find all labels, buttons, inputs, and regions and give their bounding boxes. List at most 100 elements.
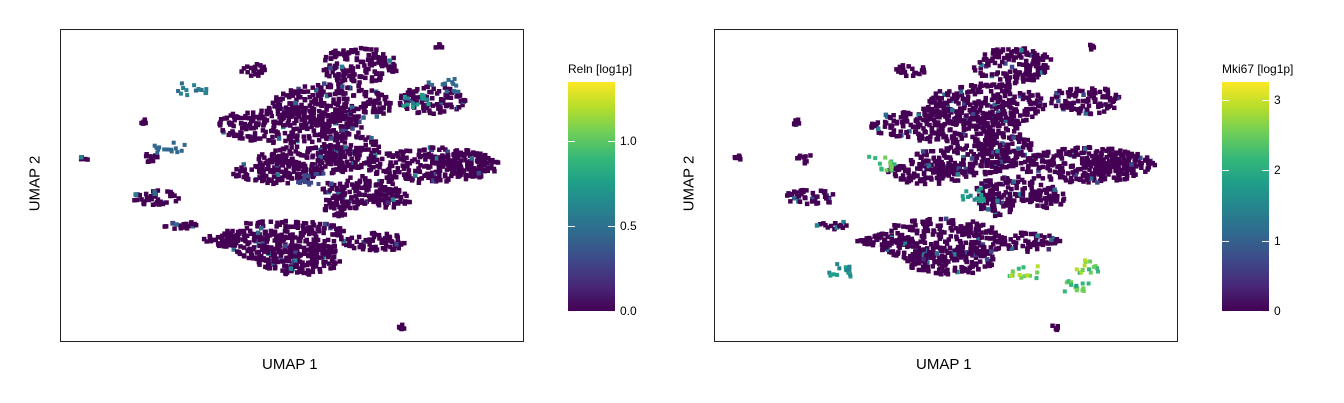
cell-point — [1000, 121, 1006, 126]
cell-point — [220, 242, 226, 247]
cell-point — [1019, 197, 1024, 202]
highlight-point — [440, 82, 445, 87]
cell-point — [995, 92, 1000, 97]
cell-point — [430, 96, 435, 101]
cell-point — [1073, 92, 1079, 97]
cell-point — [1005, 53, 1010, 58]
cell-point — [971, 152, 976, 157]
cell-point — [142, 199, 147, 204]
cell-point — [337, 259, 342, 264]
highlight-point — [444, 89, 449, 94]
cell-point — [292, 224, 297, 229]
cell-point — [913, 255, 919, 260]
cell-point — [969, 260, 974, 265]
cell-point — [280, 159, 286, 165]
cell-point — [966, 233, 972, 239]
cell-point — [1108, 151, 1114, 157]
cell-point — [937, 89, 943, 94]
cell-point — [946, 170, 952, 175]
cell-point — [921, 159, 926, 164]
cell-point — [1113, 158, 1119, 163]
cell-point — [344, 159, 350, 164]
cell-point — [457, 173, 462, 179]
cell-point — [962, 118, 967, 123]
cell-point — [363, 75, 368, 81]
cell-point — [264, 111, 269, 117]
cell-point — [438, 177, 443, 183]
cell-point — [939, 272, 944, 277]
cell-point — [883, 120, 889, 126]
cell-point — [369, 75, 375, 80]
cell-point — [286, 164, 291, 169]
cell-point — [401, 158, 406, 163]
cell-point — [357, 80, 362, 85]
cell-point — [188, 221, 193, 227]
cell-point — [963, 268, 969, 273]
cell-point — [891, 118, 896, 123]
cell-point — [1005, 142, 1011, 147]
cell-point — [1052, 169, 1058, 175]
cell-point — [815, 194, 820, 199]
cell-point — [454, 94, 459, 99]
cell-point — [1005, 76, 1010, 82]
cell-point — [915, 166, 920, 171]
cell-point — [409, 178, 415, 183]
highlight-point — [155, 150, 160, 155]
cell-point — [797, 153, 803, 159]
cell-point — [1113, 92, 1119, 98]
cell-point — [994, 160, 999, 165]
cell-point — [335, 233, 341, 238]
cell-point — [940, 257, 946, 263]
cell-point — [370, 142, 376, 147]
cell-point — [1013, 55, 1018, 60]
cell-point — [298, 269, 303, 274]
highlight-point — [1083, 258, 1087, 263]
cell-point — [239, 69, 244, 74]
cell-point — [369, 47, 374, 52]
cell-point — [935, 95, 941, 101]
cell-point — [987, 115, 992, 121]
cell-point — [1090, 86, 1095, 91]
highlight-point — [981, 196, 986, 201]
cell-point — [399, 325, 404, 331]
cell-point — [951, 92, 957, 98]
cell-point — [1022, 46, 1028, 51]
cell-point — [906, 64, 911, 69]
cell-point — [990, 150, 996, 155]
cell-point — [994, 51, 999, 56]
cell-point — [452, 153, 457, 158]
cell-point — [951, 140, 956, 145]
cell-point — [937, 155, 942, 161]
cell-point — [1053, 199, 1059, 204]
cell-point — [349, 64, 354, 69]
cell-point — [931, 245, 936, 250]
cell-point — [960, 244, 966, 250]
cell-point — [342, 185, 347, 191]
cell-point — [1101, 109, 1107, 114]
cell-point — [972, 246, 977, 251]
cell-point — [1035, 233, 1040, 239]
cell-point — [1046, 247, 1051, 252]
cell-point — [963, 225, 968, 231]
cell-point — [309, 248, 314, 254]
cell-point — [936, 123, 941, 128]
cell-point — [328, 205, 334, 210]
cell-point — [428, 164, 433, 169]
cell-point — [969, 230, 974, 235]
cell-point — [429, 172, 434, 177]
cell-point — [979, 181, 984, 186]
cell-point — [330, 256, 335, 261]
cell-point — [230, 228, 235, 234]
cell-point — [331, 170, 336, 175]
cell-point — [963, 133, 968, 138]
cell-point — [362, 201, 367, 206]
cell-point — [1147, 161, 1152, 167]
cell-point — [362, 46, 368, 52]
highlight-point — [883, 155, 888, 160]
cell-point — [912, 218, 917, 223]
cell-point — [332, 137, 338, 143]
cell-point — [894, 134, 899, 139]
cell-point — [327, 247, 332, 252]
cell-point — [963, 166, 968, 172]
cell-point — [381, 168, 386, 174]
